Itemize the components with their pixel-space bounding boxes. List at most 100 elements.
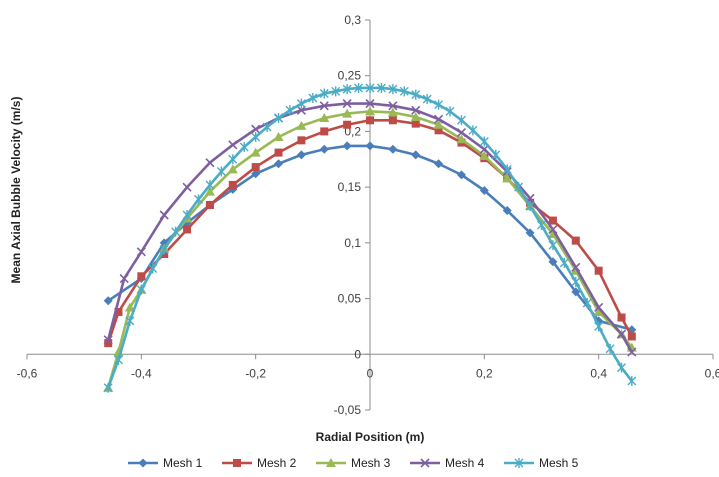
data-point — [320, 127, 329, 136]
data-point — [434, 159, 444, 169]
data-point — [251, 163, 260, 172]
data-point — [456, 115, 466, 126]
data-point — [296, 105, 306, 115]
legend-swatch-marker — [420, 458, 430, 468]
data-point — [274, 159, 284, 169]
data-point — [514, 182, 524, 193]
data-point — [434, 99, 444, 110]
data-point — [296, 150, 306, 160]
data-point — [594, 266, 603, 275]
data-point — [433, 119, 444, 129]
data-point — [250, 147, 261, 157]
data-point — [422, 94, 432, 105]
data-point — [342, 84, 352, 95]
data-point — [376, 82, 386, 93]
data-point — [627, 347, 637, 357]
legend-swatch-marker — [514, 458, 524, 468]
data-point — [285, 105, 295, 116]
data-point — [571, 287, 581, 297]
data-point — [411, 150, 421, 160]
data-point — [365, 99, 375, 109]
legend-swatch-marker — [138, 458, 148, 468]
data-point — [319, 88, 329, 99]
legend-label: Mesh 4 — [445, 456, 485, 470]
data-point — [296, 98, 306, 109]
x-tick-label: 0 — [367, 366, 374, 380]
data-point — [228, 140, 238, 150]
data-point — [148, 263, 158, 274]
data-point — [159, 210, 169, 220]
data-point — [183, 225, 192, 234]
data-point — [616, 329, 627, 339]
data-point — [548, 257, 558, 267]
series-4 — [103, 99, 637, 357]
data-point — [594, 302, 604, 313]
data-point — [136, 247, 146, 257]
data-point — [571, 276, 581, 287]
data-point — [559, 257, 569, 268]
data-point — [204, 186, 215, 196]
data-point — [319, 101, 329, 111]
data-point — [445, 106, 455, 117]
data-point — [502, 206, 512, 216]
data-point — [491, 149, 501, 160]
data-point — [627, 376, 637, 387]
data-point — [582, 298, 592, 309]
legend-item: Mesh 5 — [504, 456, 579, 470]
x-tick-label: -0,6 — [17, 366, 38, 380]
x-tick-label: 0,6 — [705, 366, 719, 380]
data-point — [103, 382, 113, 393]
axes: -0,6 -0,4 -0,2 0 0,2 0,4 0,6 -0,05 0 0,05 0,1 0,15 0… — [17, 13, 719, 417]
y-tick-label: 0,15 — [338, 180, 362, 194]
data-point — [124, 302, 135, 312]
data-point — [308, 93, 318, 103]
data-point — [228, 180, 237, 189]
data-point — [388, 116, 397, 125]
data-point — [388, 101, 398, 111]
data-point — [548, 216, 557, 225]
data-point — [194, 194, 203, 205]
data-point — [479, 185, 489, 195]
data-point — [137, 272, 146, 281]
data-point — [434, 126, 443, 135]
data-point — [205, 200, 214, 209]
y-tick-label: 0,05 — [338, 292, 362, 306]
legend-label: Mesh 5 — [539, 456, 579, 470]
data-point — [411, 119, 420, 128]
series-1 — [103, 141, 637, 335]
legend: Mesh 1 Mesh 2 Mesh 3 Mesh 4 Mesh 5 — [128, 456, 579, 470]
legend-item: Mesh 3 — [316, 456, 391, 470]
data-point — [205, 179, 215, 190]
y-tick-label: -0,05 — [334, 403, 362, 417]
data-point — [103, 296, 113, 306]
data-point — [251, 132, 261, 142]
legend-label: Mesh 2 — [257, 456, 297, 470]
data-point — [388, 84, 398, 95]
x-tick-label: -0,4 — [131, 366, 152, 380]
data-point — [411, 89, 421, 100]
series-5 — [103, 82, 637, 393]
data-point — [456, 127, 467, 138]
legend-item: Mesh 1 — [128, 456, 203, 470]
x-tick-label: 0,4 — [590, 366, 607, 380]
x-tick-label: -0,2 — [245, 366, 266, 380]
data-point — [537, 220, 546, 231]
data-point — [456, 170, 466, 180]
data-point — [297, 136, 306, 145]
data-point — [456, 134, 467, 144]
data-point — [548, 224, 558, 235]
y-tick-label: 0,3 — [344, 13, 361, 27]
data-point — [274, 148, 283, 157]
data-point — [239, 142, 249, 153]
data-point — [571, 262, 581, 272]
data-point — [479, 144, 489, 154]
data-point — [331, 86, 341, 97]
data-point — [125, 315, 135, 326]
data-point — [502, 173, 513, 183]
data-point — [343, 120, 352, 129]
data-point — [548, 240, 558, 251]
data-point — [525, 201, 535, 212]
data-point — [411, 105, 421, 115]
data-point — [251, 169, 261, 179]
data-point — [594, 321, 604, 332]
